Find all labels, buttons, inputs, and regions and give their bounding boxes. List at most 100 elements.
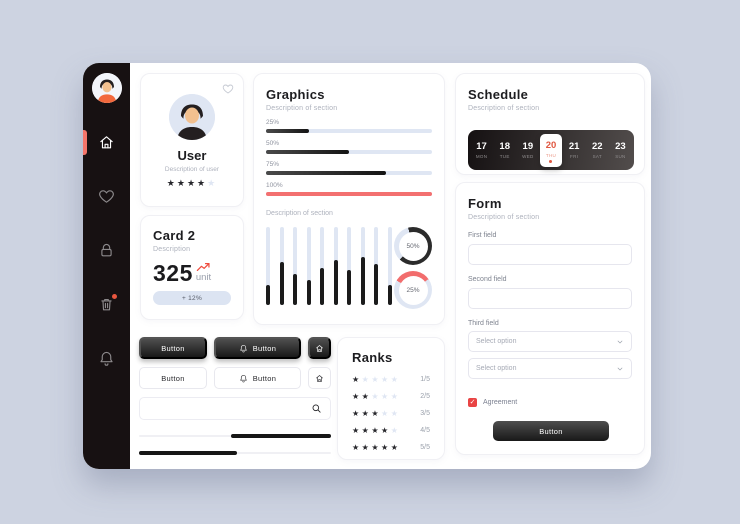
calendar-strip: 17 MON 18 TUE 19 WED 20 THU 21 FRI 22 SAT 23 SUN	[468, 130, 634, 170]
calendar-day-21[interactable]: 21 FRI	[563, 141, 585, 159]
progress-track	[266, 150, 432, 154]
outline-bell-button[interactable]: Button	[214, 367, 301, 389]
calendar-day-20[interactable]: 20 THU	[539, 133, 562, 167]
star-icon: ★	[371, 409, 382, 418]
star-icon: ★	[390, 443, 401, 452]
user-avatar[interactable]	[92, 73, 122, 103]
calendar-day-17[interactable]: 17 MON	[471, 141, 493, 159]
progress-label: 50%	[266, 140, 280, 147]
select-placeholder: Select option	[476, 365, 517, 372]
schedule-title: Schedule	[468, 87, 529, 102]
agreement-row[interactable]: ✓ Agreement	[468, 398, 632, 407]
chevron-down-icon	[617, 367, 623, 370]
progress-bar-row: 50%	[266, 140, 432, 154]
star-icon: ★	[352, 409, 362, 418]
avatar-person-icon	[169, 94, 215, 140]
rank-stars: ★★★★★	[352, 409, 400, 418]
calendar-day-22[interactable]: 22 SAT	[586, 141, 608, 159]
bell-icon	[240, 374, 247, 382]
star-icon: ★	[361, 392, 372, 401]
card2-change-badge: + 12%	[153, 291, 231, 305]
card2-title: Card 2	[153, 228, 196, 243]
star-icon: ★	[381, 426, 391, 435]
chart-bar	[387, 227, 392, 305]
star-icon: ★	[197, 178, 208, 188]
profile-avatar	[169, 94, 215, 140]
sidebar-item-heart[interactable]	[83, 181, 130, 211]
day-number: 21	[568, 141, 580, 152]
star-icon: ★	[186, 178, 198, 188]
select-placeholder: Select option	[476, 338, 517, 345]
rank-row: ★★★★★ 5/5	[352, 443, 430, 452]
outline-home-button[interactable]	[308, 367, 331, 389]
sidebar-item-bell[interactable]	[83, 343, 130, 373]
rank-stars: ★★★★★	[352, 426, 400, 435]
button-label: Button	[161, 343, 185, 353]
calendar-day-23[interactable]: 23 SUN	[609, 141, 631, 159]
favorite-heart-icon[interactable]	[222, 82, 234, 94]
chart-bar	[279, 227, 284, 305]
donut-label: 50%	[406, 242, 420, 250]
graphics-title: Graphics	[266, 87, 325, 102]
user-description: Description of user	[164, 166, 220, 173]
sidebar-item-home[interactable]	[83, 127, 130, 157]
progress-label: 100%	[266, 182, 283, 189]
bell-icon	[240, 344, 247, 352]
star-icon: ★	[390, 392, 401, 401]
star-icon: ★	[381, 375, 391, 384]
progress-track	[266, 171, 432, 175]
bell-icon	[100, 351, 113, 366]
star-icon: ★	[390, 426, 401, 435]
button-label: Button	[252, 343, 277, 353]
rank-label: 2/5	[420, 393, 430, 400]
donut-charts: 50% 25%	[394, 227, 432, 309]
second-field-input[interactable]	[468, 288, 632, 309]
button-label: Button	[161, 373, 185, 383]
day-name: SAT	[592, 154, 602, 159]
chevron-down-icon	[617, 340, 623, 343]
sidebar-item-trash[interactable]	[83, 289, 130, 319]
star-icon: ★	[371, 392, 382, 401]
donut-chart: 50%	[394, 227, 432, 265]
sidebar-item-lock[interactable]	[83, 235, 130, 265]
search-icon[interactable]	[311, 403, 322, 414]
agreement-checkbox[interactable]: ✓	[468, 398, 477, 407]
star-icon: ★	[361, 443, 372, 452]
day-number: 19	[522, 141, 534, 152]
rank-rows: ★★★★★ 1/5 ★★★★★ 2/5 ★★★★★ 3/5 ★★★★★ 4/5 ★★★★★ 5/5	[352, 375, 430, 452]
star-icon: ★	[176, 178, 187, 188]
solid-bell-button[interactable]: Button	[214, 337, 301, 359]
calendar-day-18[interactable]: 18 TUE	[494, 141, 516, 159]
star-icon: ★	[352, 375, 362, 384]
progress-bars: 25% 50% 75% 100%	[266, 119, 432, 196]
rank-stars: ★★★★★	[352, 375, 400, 384]
progress-fill	[266, 192, 432, 196]
outline-button[interactable]: Button	[139, 367, 207, 389]
form-submit-button[interactable]: Button	[493, 421, 609, 441]
star-icon: ★	[361, 426, 372, 435]
solid-home-button[interactable]	[308, 337, 331, 359]
progress-track	[266, 192, 432, 196]
star-icon: ★	[352, 426, 362, 435]
search-input[interactable]	[140, 398, 311, 419]
donut-label: 25%	[406, 286, 420, 294]
first-field-label: First field	[468, 232, 497, 239]
rank-stars: ★★★★★	[352, 392, 400, 401]
sidebar-active-indicator	[83, 130, 87, 155]
day-number: 22	[591, 141, 603, 152]
calendar-day-19[interactable]: 19 WED	[517, 141, 539, 159]
solid-button[interactable]: Button	[139, 337, 207, 359]
slider-left-filled[interactable]	[139, 451, 331, 455]
progress-label: 25%	[266, 119, 280, 126]
third-field-select[interactable]: Select option	[468, 331, 632, 352]
star-icon: ★	[381, 443, 391, 452]
star-icon: ★	[352, 392, 362, 401]
trash-icon	[101, 298, 112, 310]
slider-right-filled[interactable]	[139, 434, 331, 438]
first-field-input[interactable]	[468, 244, 632, 265]
home-icon	[316, 344, 323, 352]
day-name: TUE	[499, 154, 510, 159]
second-field-label: Second field	[468, 276, 507, 283]
fourth-field-select[interactable]: Select option	[468, 358, 632, 379]
day-number: 20	[545, 139, 557, 151]
